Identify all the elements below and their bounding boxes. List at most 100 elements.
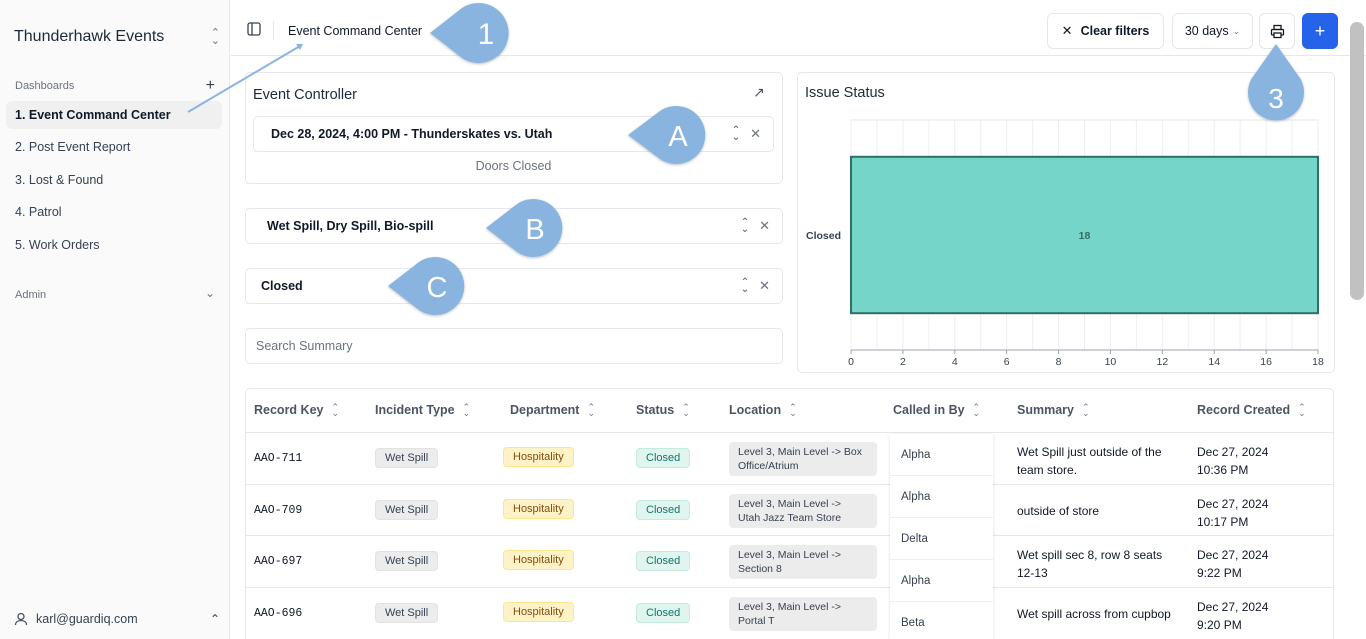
department-chip: Hospitality (503, 499, 574, 519)
event-select-value: Dec 28, 2024, 4:00 PM - Thunderskates vs… (271, 127, 553, 141)
scrollbar[interactable] (1350, 22, 1364, 300)
sort-icon: ⌃ ⌄ (972, 402, 981, 418)
summary-text: Wet spill across from cupbop (1017, 607, 1171, 621)
sidebar-item-label: 1. Event Command Center (15, 108, 171, 122)
sort-icon: ⌃ ⌄ (1081, 402, 1090, 418)
add-dashboard-icon[interactable]: + (205, 77, 215, 94)
table-row[interactable]: AAO-697 Wet Spill Hospitality Closed Lev… (246, 535, 1333, 587)
chevron-up-down-icon: ⌃ ⌄ (740, 217, 750, 235)
chevron-down-icon[interactable]: ⌄ (204, 286, 215, 300)
chart-x-tick-label: 12 (1156, 356, 1168, 368)
summary-text: Wet Spill just outside of the team store. (1017, 445, 1162, 477)
record-created: Dec 27, 2024 9:20 PM (1197, 600, 1269, 632)
col-header-incident-type[interactable]: Incident Type ⌃ ⌄ (375, 402, 471, 418)
org-switcher[interactable]: Thunderhawk Events ⌃ ⌄ (14, 26, 220, 48)
col-header-record-key[interactable]: Record Key ⌃ ⌄ (254, 402, 340, 418)
sort-icon: ⌃ ⌄ (789, 402, 797, 418)
table-row[interactable]: AAO-709 Wet Spill Hospitality Closed Lev… (246, 484, 1333, 536)
chevron-up-down-icon: ⌃ ⌄ (210, 27, 220, 47)
printer-icon (1270, 24, 1284, 38)
location-chip: Level 3, Main Level -> Section 8 (729, 545, 877, 579)
sidebar-item-post-event-report[interactable]: 2. Post Event Report (6, 133, 222, 161)
caller-item[interactable]: Delta (890, 518, 993, 560)
search-input[interactable] (245, 328, 783, 364)
record-created: Dec 27, 2024 10:36 PM (1197, 445, 1269, 477)
sort-icon: ⌃ ⌄ (462, 402, 471, 418)
summary-text: Wet spill sec 8, row 8 seats 12-13 (1017, 548, 1163, 580)
chart-x-tick-label: 14 (1208, 356, 1220, 368)
sidebar-item-label: 5. Work Orders (15, 238, 100, 252)
top-bar: Event Command Center ✕ Clear filters 30 d… (231, 0, 1366, 56)
sidebar-item-label: 2. Post Event Report (15, 140, 131, 154)
sort-icon: ⌃ ⌄ (1298, 402, 1306, 418)
issue-status-chart: Closed 18 0 2 4 6 8 10 12 14 16 18 (806, 119, 1324, 368)
caller-item[interactable]: Alpha (890, 434, 993, 476)
clear-filters-label: Clear filters (1080, 24, 1150, 38)
user-menu[interactable]: karl@guardiq.com ⌃ (14, 609, 220, 629)
incident-type-chip: Wet Spill (375, 448, 439, 468)
sort-icon: ⌃ ⌄ (682, 402, 690, 418)
location-chip: Level 3, Main Level -> Utah Jazz Team Sto… (729, 494, 877, 528)
table-row[interactable]: AAO-696 Wet Spill Hospitality Closed Lev… (246, 587, 1333, 639)
caller-item[interactable]: Alpha (890, 476, 993, 518)
sidebar: Thunderhawk Events ⌃ ⌄ Dashboards + 1. Ev… (0, 0, 230, 639)
plus-icon: + (1314, 20, 1326, 41)
incident-type-chip: Wet Spill (375, 551, 439, 571)
location-chip: Level 3, Main Level -> Box Office/Atrium (729, 442, 877, 476)
status-select[interactable]: Closed ⌃ ⌄ ✕ (245, 268, 783, 304)
clear-filters-button[interactable]: ✕ Clear filters (1047, 13, 1164, 49)
caller-item[interactable]: Alpha (890, 560, 993, 602)
clear-icon[interactable]: ✕ (759, 218, 770, 233)
incident-type-select[interactable]: Wet Spill, Dry Spill, Bio-spill ⌃ ⌄ ✕ (245, 208, 783, 244)
sidebar-item-lost-found[interactable]: 3. Lost & Found (6, 166, 222, 194)
clear-icon[interactable]: ✕ (750, 126, 761, 141)
print-button[interactable] (1259, 13, 1295, 49)
status-value: Closed (261, 279, 303, 293)
records-table: Record Key ⌃ ⌄ Incident Type ⌃ ⌄ Department ⌃… (245, 388, 1334, 639)
record-key: AAO-697 (254, 555, 303, 568)
expand-icon[interactable]: ↗ (753, 84, 765, 100)
chart-data-label: 18 (1079, 230, 1091, 242)
department-chip: Hospitality (503, 602, 574, 622)
incident-type-chip: Wet Spill (375, 500, 439, 520)
dashboards-label: Dashboards (15, 80, 75, 92)
sidebar-item-label: 3. Lost & Found (15, 173, 104, 187)
chart-x-tick-label: 10 (1105, 356, 1117, 368)
record-key: AAO-711 (254, 452, 303, 465)
sidebar-item-work-orders[interactable]: 5. Work Orders (6, 231, 222, 259)
col-header-called-in-by[interactable]: Called in By ⌃ ⌄ (893, 402, 981, 418)
col-header-location[interactable]: Location ⌃ ⌄ (729, 402, 797, 418)
admin-label[interactable]: Admin (15, 289, 47, 301)
col-header-status[interactable]: Status ⌃ ⌄ (636, 402, 690, 418)
chart-x-tick-label: 18 (1312, 356, 1324, 368)
status-chip: Closed (636, 603, 691, 623)
sidebar-toggle-icon[interactable] (247, 22, 261, 36)
add-button[interactable]: + (1302, 13, 1338, 49)
record-key: AAO-696 (254, 607, 303, 620)
chart-bar (850, 155, 1319, 315)
location-chip: Level 3, Main Level -> Portal T (729, 597, 877, 631)
summary-text: outside of store (1017, 504, 1100, 518)
event-select[interactable]: Dec 28, 2024, 4:00 PM - Thunderskates vs… (253, 116, 774, 152)
record-created: Dec 27, 2024 10:17 PM (1197, 497, 1269, 529)
close-icon: ✕ (1061, 23, 1073, 38)
table-row[interactable]: AAO-711 Wet Spill Hospitality Closed Lev… (246, 432, 1333, 484)
sidebar-item-event-command-center[interactable]: 1. Event Command Center (6, 101, 222, 129)
incident-type-chip: Wet Spill (375, 603, 439, 623)
called-in-by-list: Alpha Alpha Delta Alpha Beta (890, 434, 993, 639)
chevron-up-icon: ⌃ (209, 612, 220, 626)
col-header-record-created[interactable]: Record Created ⌃ ⌄ (1197, 402, 1306, 418)
col-header-department[interactable]: Department ⌃ ⌄ (510, 402, 596, 418)
sidebar-item-patrol[interactable]: 4. Patrol (6, 198, 222, 226)
status-chip: Closed (636, 500, 691, 520)
caller-item[interactable]: Beta (901, 617, 925, 629)
clear-icon[interactable]: ✕ (759, 278, 770, 293)
record-created: Dec 27, 2024 9:22 PM (1197, 548, 1269, 580)
status-chip: Closed (636, 551, 691, 571)
col-header-summary[interactable]: Summary ⌃ ⌄ (1017, 402, 1090, 418)
chevron-down-icon: ⌄ (1232, 25, 1241, 36)
department-chip: Hospitality (503, 447, 574, 467)
date-range-select[interactable]: 30 days ⌄ (1172, 13, 1253, 49)
sidebar-item-label: 4. Patrol (15, 205, 62, 219)
event-controller-title: Event Controller (253, 87, 357, 103)
